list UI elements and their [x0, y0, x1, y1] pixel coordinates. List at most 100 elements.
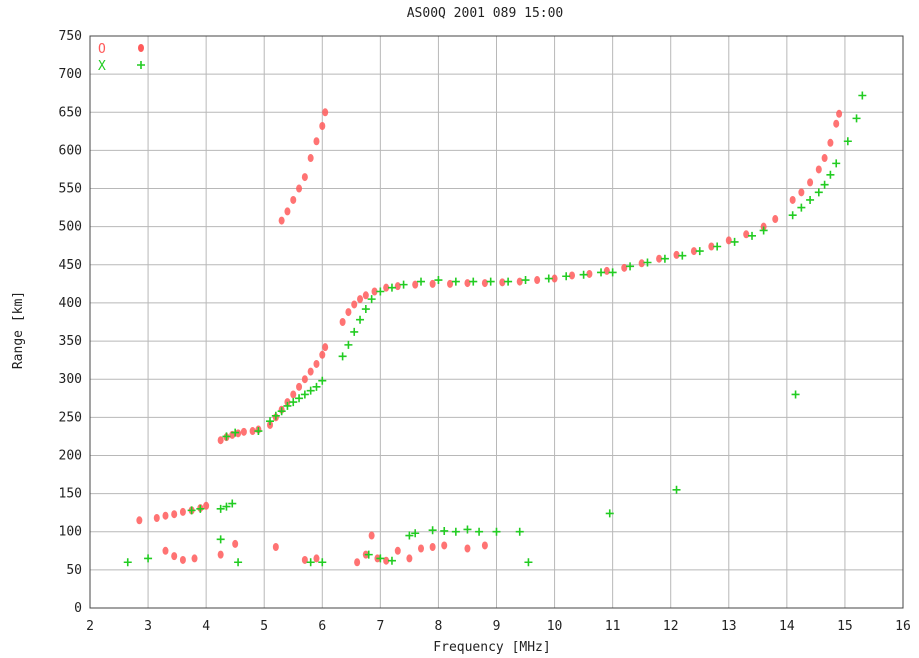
- x-mode-point: [196, 504, 205, 513]
- o-mode-point: [429, 542, 436, 551]
- x-mode-point: [608, 268, 617, 277]
- x-mode-point: [797, 203, 806, 212]
- o-mode-point: [394, 546, 401, 555]
- o-mode-point: [319, 121, 326, 130]
- grid: [89, 35, 904, 609]
- o-mode-point: [464, 279, 471, 288]
- o-mode-point: [534, 276, 541, 285]
- x-tick-label: 2: [86, 619, 94, 634]
- x-mode-point: [434, 276, 443, 285]
- o-mode-point: [290, 195, 297, 204]
- x-mode-point: [350, 327, 359, 336]
- x-tick-label: 9: [493, 619, 501, 634]
- o-mode-point: [313, 137, 320, 146]
- legend-label: X: [98, 59, 106, 74]
- x-mode-point: [678, 251, 687, 260]
- x-tick-label: 14: [779, 619, 795, 634]
- x-mode-point: [367, 295, 376, 304]
- y-tick-label: 400: [59, 296, 82, 311]
- o-mode-point: [821, 154, 828, 163]
- o-mode-point: [368, 531, 375, 540]
- x-mode-point: [364, 550, 373, 559]
- y-tick-label: 650: [59, 105, 82, 120]
- o-mode-point: [357, 295, 364, 304]
- chart-title: AS00Q 2001 089 15:00: [407, 6, 564, 21]
- x-mode-point: [306, 558, 315, 567]
- o-mode-point: [656, 254, 663, 263]
- x-axis-ticks: 2 3 4 5 6 7 8 9 10 11 12 13 14 15 16: [86, 619, 911, 634]
- o-mode-point: [621, 263, 628, 272]
- o-mode-point: [339, 318, 346, 326]
- x-mode-point: [463, 525, 472, 534]
- o-mode-point: [307, 367, 314, 376]
- y-tick-label: 750: [59, 29, 82, 44]
- x-mode-point: [187, 506, 196, 515]
- x-mode-point: [475, 527, 484, 536]
- x-mode-point: [222, 502, 231, 511]
- x-mode-point: [605, 509, 614, 518]
- o-mode-point: [249, 427, 256, 436]
- x-mode-point: [216, 504, 225, 513]
- o-mode-point: [301, 173, 308, 182]
- y-tick-label: 600: [59, 143, 82, 158]
- o-mode-point: [394, 282, 401, 291]
- x-mode-point: [524, 558, 533, 567]
- y-axis-ticks: 0 50 100 150 200 250 300 350 400 450 500 550 600 650 7…: [59, 29, 82, 616]
- x-tick-label: 16: [895, 619, 911, 634]
- x-mode-point: [643, 258, 652, 267]
- x-tick-label: 7: [376, 619, 384, 634]
- x-mode-point: [672, 485, 681, 494]
- x-mode-point: [387, 556, 396, 565]
- o-mode-point: [322, 108, 329, 117]
- x-mode-point: [832, 159, 841, 168]
- o-mode-point: [836, 109, 843, 118]
- x-mode-point: [814, 188, 823, 197]
- o-mode-point: [406, 554, 413, 563]
- o-mode-point: [638, 259, 645, 268]
- x-mode-point: [521, 276, 530, 285]
- y-tick-label: 350: [59, 334, 82, 349]
- legend-x-symbol: [137, 61, 145, 69]
- x-tick-label: 3: [144, 619, 152, 634]
- o-mode-point: [725, 236, 732, 245]
- y-axis-label: Range [km]: [11, 291, 26, 369]
- o-mode-point: [171, 510, 178, 519]
- o-mode-point: [217, 436, 224, 445]
- o-mode-point: [441, 541, 448, 550]
- x-mode-point: [852, 114, 861, 123]
- y-tick-label: 450: [59, 258, 82, 273]
- y-tick-label: 500: [59, 220, 82, 235]
- series-x: [123, 91, 867, 567]
- legend-o-symbol: [138, 44, 144, 52]
- x-mode-point: [579, 270, 588, 279]
- x-mode-point: [318, 558, 327, 567]
- o-mode-point: [481, 279, 488, 288]
- o-mode-point: [464, 544, 471, 553]
- o-mode-point: [301, 375, 308, 384]
- x-tick-label: 12: [663, 619, 679, 634]
- o-mode-point: [313, 359, 320, 368]
- x-tick-label: 5: [260, 619, 268, 634]
- y-tick-label: 700: [59, 67, 82, 82]
- x-mode-point: [660, 254, 669, 263]
- x-mode-point: [271, 411, 280, 420]
- x-mode-point: [222, 432, 231, 441]
- x-mode-point: [695, 247, 704, 256]
- o-mode-point: [296, 382, 303, 391]
- o-mode-point: [278, 216, 285, 225]
- x-mode-point: [730, 237, 739, 246]
- series-o: [136, 108, 843, 567]
- x-mode-point: [376, 287, 385, 296]
- x-mode-point: [826, 170, 835, 179]
- o-mode-point: [307, 154, 314, 163]
- o-mode-point: [345, 308, 352, 317]
- x-mode-point: [289, 398, 298, 407]
- o-mode-point: [418, 544, 425, 553]
- o-mode-point: [351, 300, 358, 309]
- x-mode-point: [504, 277, 513, 286]
- x-mode-point: [806, 195, 815, 204]
- x-mode-point: [858, 91, 867, 100]
- x-tick-label: 10: [547, 619, 563, 634]
- x-mode-point: [228, 499, 237, 508]
- y-tick-label: 200: [59, 448, 82, 463]
